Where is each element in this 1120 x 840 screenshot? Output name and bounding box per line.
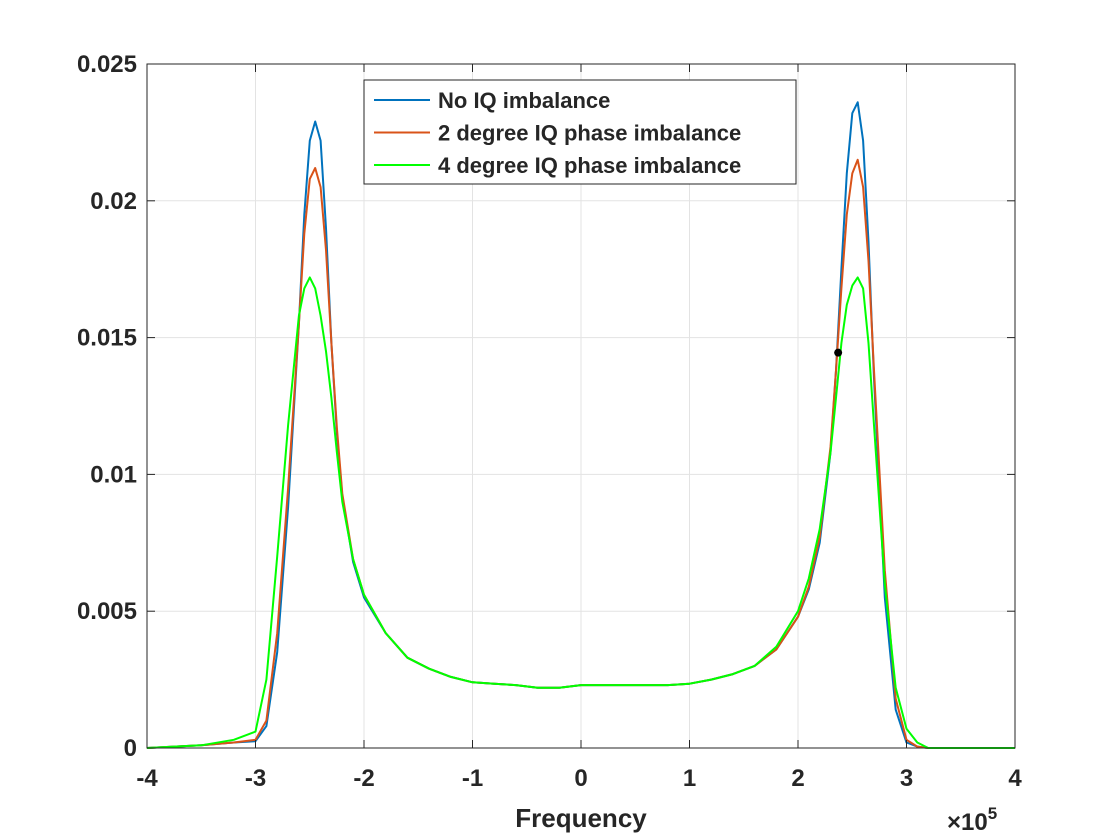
y-tick-label: 0.02	[90, 188, 137, 215]
x-tick-label: 4	[1008, 765, 1022, 792]
data-point-marker	[834, 348, 843, 357]
series-line-3	[146, 276, 1015, 749]
x-tick-label: 2	[791, 765, 804, 792]
y-tick-label: 0.005	[77, 598, 137, 625]
x-axis-exponent: ×105	[947, 804, 997, 836]
series-group	[146, 101, 1015, 749]
x-axis-exponent-base: ×10	[947, 809, 988, 836]
y-tick-label: 0.015	[77, 325, 137, 352]
y-tick-label: 0.025	[77, 51, 137, 78]
x-tick-label: -3	[245, 765, 266, 792]
ticks	[146, 63, 1016, 749]
x-axis-label: Frequency	[515, 803, 647, 833]
y-tick-labels: 0 0.005 0.01 0.015 0.02 0.025	[77, 51, 137, 762]
legend-label: 4 degree IQ phase imbalance	[438, 153, 741, 178]
marker-layer	[834, 348, 843, 357]
x-tick-label: -1	[462, 765, 483, 792]
x-tick-label: 0	[574, 765, 587, 792]
x-tick-label: 1	[683, 765, 696, 792]
x-tick-labels: -4 -3 -2 -1 0 1 2 3 4	[136, 765, 1022, 792]
x-tick-label: -4	[136, 765, 158, 792]
x-tick-label: -2	[353, 765, 374, 792]
x-tick-label: 3	[900, 765, 913, 792]
legend-box	[363, 79, 797, 185]
y-tick-label: 0	[124, 735, 137, 762]
legend-label: No IQ imbalance	[438, 88, 610, 113]
y-tick-label: 0.01	[90, 461, 137, 488]
legend-label: 2 degree IQ phase imbalance	[438, 121, 741, 146]
legend: No IQ imbalance 2 degree IQ phase imbalan…	[363, 79, 797, 185]
x-axis-exponent-power: 5	[988, 804, 997, 823]
